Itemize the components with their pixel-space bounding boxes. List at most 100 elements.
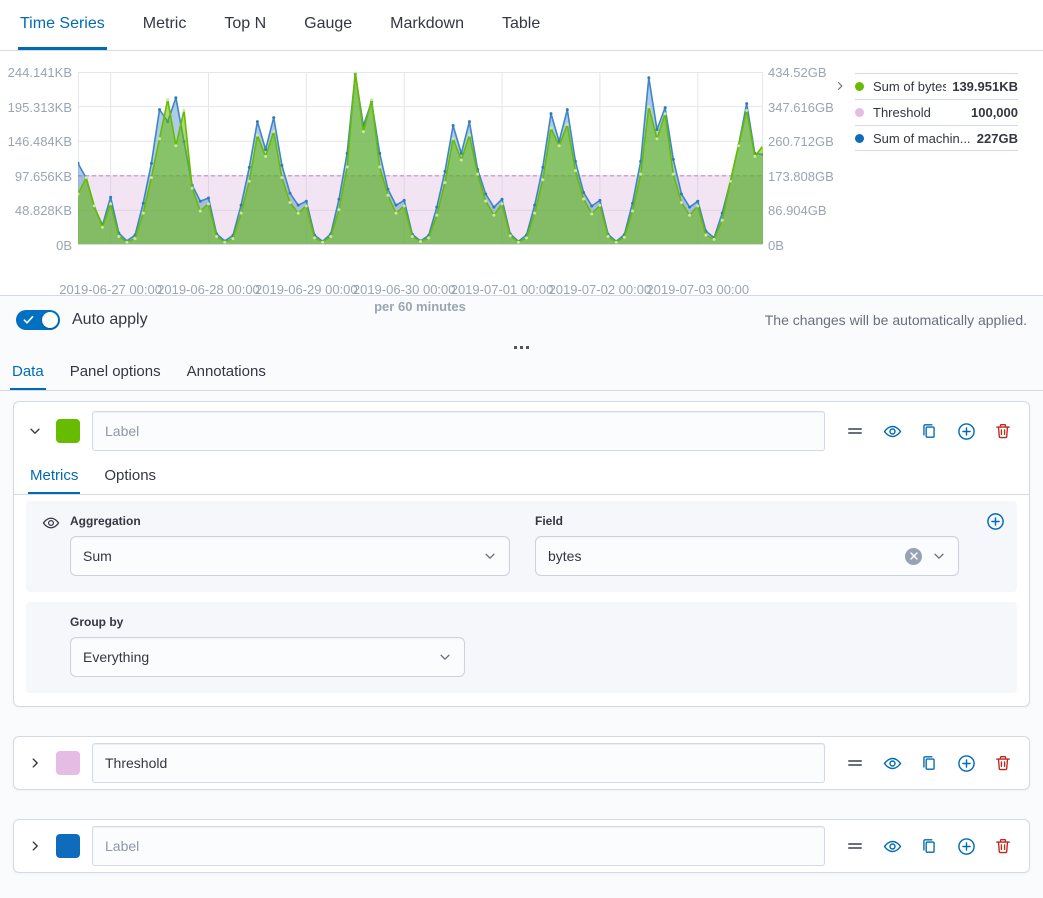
visualization-type-tabs: Time Series Metric Top N Gauge Markdown … [0, 0, 1043, 51]
x-axis-tick-label: 2019-06-29 00:00 [255, 282, 358, 297]
series-color-swatch[interactable] [56, 834, 80, 858]
tab-table[interactable]: Table [500, 0, 542, 50]
legend-label: Sum of machin... [873, 131, 971, 146]
x-axis-tick-label: 2019-07-02 00:00 [549, 282, 652, 297]
series-card-header [14, 820, 1029, 872]
auto-apply-bar: Auto apply The changes will be automatic… [0, 295, 1043, 340]
toggle-series-visibility-eye-icon[interactable] [882, 421, 902, 441]
group-by-block: Group by Everything [26, 602, 1017, 693]
check-icon [23, 315, 34, 325]
y-axis-tick-label: 146.484KB [0, 134, 72, 149]
legend-dot [855, 108, 864, 117]
auto-apply-label: Auto apply [72, 311, 148, 329]
y-axis-tick-label: 86.904GB [768, 203, 827, 218]
group-by-select[interactable]: Everything [70, 637, 465, 677]
series-card-header [14, 737, 1029, 789]
series-actions [845, 836, 1017, 856]
series-color-swatch[interactable] [56, 751, 80, 775]
tab-panel-options[interactable]: Panel options [68, 354, 163, 390]
legend-label: Threshold [873, 105, 965, 120]
aggregation-select[interactable]: Sum [70, 536, 510, 576]
series-color-swatch[interactable] [56, 419, 80, 443]
y-axis-tick-label: 434.52GB [768, 65, 827, 80]
collapse-chevron-down-icon[interactable] [26, 422, 44, 440]
tab-time-series[interactable]: Time Series [18, 0, 107, 50]
delete-series-trash-icon[interactable] [993, 753, 1013, 773]
tab-metrics[interactable]: Metrics [28, 460, 80, 494]
y-axis-tick-label: 260.712GB [768, 134, 834, 149]
series-card-1: Metrics Options Aggregation Sum Field [13, 401, 1030, 707]
drag-handle-icon[interactable] [845, 753, 865, 773]
toggle-series-visibility-eye-icon[interactable] [882, 836, 902, 856]
legend-item-sum-of-machine[interactable]: Sum of machin... 227GB [855, 125, 1018, 151]
series-actions [845, 421, 1017, 441]
tab-markdown[interactable]: Markdown [388, 0, 466, 50]
x-axis-tick-label: 2019-07-01 00:00 [451, 282, 554, 297]
toggle-knob [42, 312, 58, 328]
y-axis-tick-label: 0B [0, 238, 72, 253]
group-by-value: Everything [83, 649, 438, 665]
legend-value: 100,000 [971, 105, 1018, 120]
x-axis-tick-label: 2019-06-30 00:00 [353, 282, 456, 297]
chart-legend: Sum of bytes 139.951KB Threshold 100,000… [855, 73, 1018, 151]
clone-series-copy-icon[interactable] [919, 836, 939, 856]
tab-data[interactable]: Data [10, 354, 46, 390]
tab-gauge[interactable]: Gauge [302, 0, 354, 50]
legend-value: 227GB [977, 131, 1018, 146]
add-series-plus-icon[interactable] [956, 421, 976, 441]
x-axis-tick-label: 2019-06-27 00:00 [59, 282, 162, 297]
delete-series-trash-icon[interactable] [993, 421, 1013, 441]
add-series-plus-icon[interactable] [956, 836, 976, 856]
auto-apply-toggle[interactable] [16, 310, 60, 330]
series-card-2 [13, 736, 1030, 790]
series-editor: Metrics Options Aggregation Sum Field [0, 391, 1043, 898]
time-series-plot[interactable] [78, 72, 763, 245]
series-label-input[interactable] [92, 743, 825, 783]
expand-chevron-right-icon[interactable] [26, 837, 44, 855]
series-actions [845, 753, 1017, 773]
chevron-down-icon [483, 549, 497, 563]
clear-field-icon[interactable] [905, 548, 922, 565]
tab-metric[interactable]: Metric [141, 0, 189, 50]
legend-dot [855, 82, 864, 91]
aggregation-value: Sum [83, 548, 483, 564]
metric-eye-icon[interactable] [42, 514, 60, 532]
field-label: Field [535, 514, 959, 528]
y-axis-tick-label: 195.313KB [0, 100, 72, 115]
series-card-3 [13, 819, 1030, 873]
chevron-down-icon [932, 549, 946, 563]
y-axis-tick-label: 0B [768, 238, 784, 253]
add-series-plus-icon[interactable] [956, 753, 976, 773]
field-value: bytes [548, 548, 905, 564]
legend-dot [855, 134, 864, 143]
drag-handle-icon[interactable] [845, 421, 865, 441]
legend-item-sum-of-bytes[interactable]: Sum of bytes 139.951KB [855, 73, 1018, 99]
tab-top-n[interactable]: Top N [222, 0, 268, 50]
delete-series-trash-icon[interactable] [993, 836, 1013, 856]
field-combobox[interactable]: bytes [535, 536, 959, 576]
tab-options[interactable]: Options [102, 460, 158, 494]
group-by-label: Group by [70, 615, 1001, 629]
clone-series-copy-icon[interactable] [919, 753, 939, 773]
panel-resize-handle[interactable] [0, 340, 1043, 354]
add-metric-plus-icon[interactable] [985, 511, 1005, 531]
legend-collapse-chevron-icon[interactable] [831, 77, 849, 95]
series-card-header [14, 402, 1029, 460]
legend-item-threshold[interactable]: Threshold 100,000 [855, 99, 1018, 125]
clone-series-copy-icon[interactable] [919, 421, 939, 441]
series-label-input[interactable] [92, 411, 825, 451]
y-axis-tick-label: 173.808GB [768, 169, 834, 184]
tab-annotations[interactable]: Annotations [185, 354, 268, 390]
series-label-input[interactable] [92, 826, 825, 866]
auto-apply-hint: The changes will be automatically applie… [765, 312, 1027, 328]
x-axis-tick-label: 2019-06-28 00:00 [157, 282, 260, 297]
drag-handle-icon[interactable] [845, 836, 865, 856]
series-config-tabs: Metrics Options [14, 460, 1029, 495]
y-axis-tick-label: 97.656KB [0, 169, 72, 184]
expand-chevron-right-icon[interactable] [26, 754, 44, 772]
y-axis-tick-label: 347.616GB [768, 100, 834, 115]
y-axis-tick-label: 48.828KB [0, 203, 72, 218]
aggregation-label: Aggregation [70, 514, 510, 528]
time-series-chart-panel: 244.141KB195.313KB146.484KB97.656KB48.82… [0, 51, 1043, 295]
toggle-series-visibility-eye-icon[interactable] [882, 753, 902, 773]
